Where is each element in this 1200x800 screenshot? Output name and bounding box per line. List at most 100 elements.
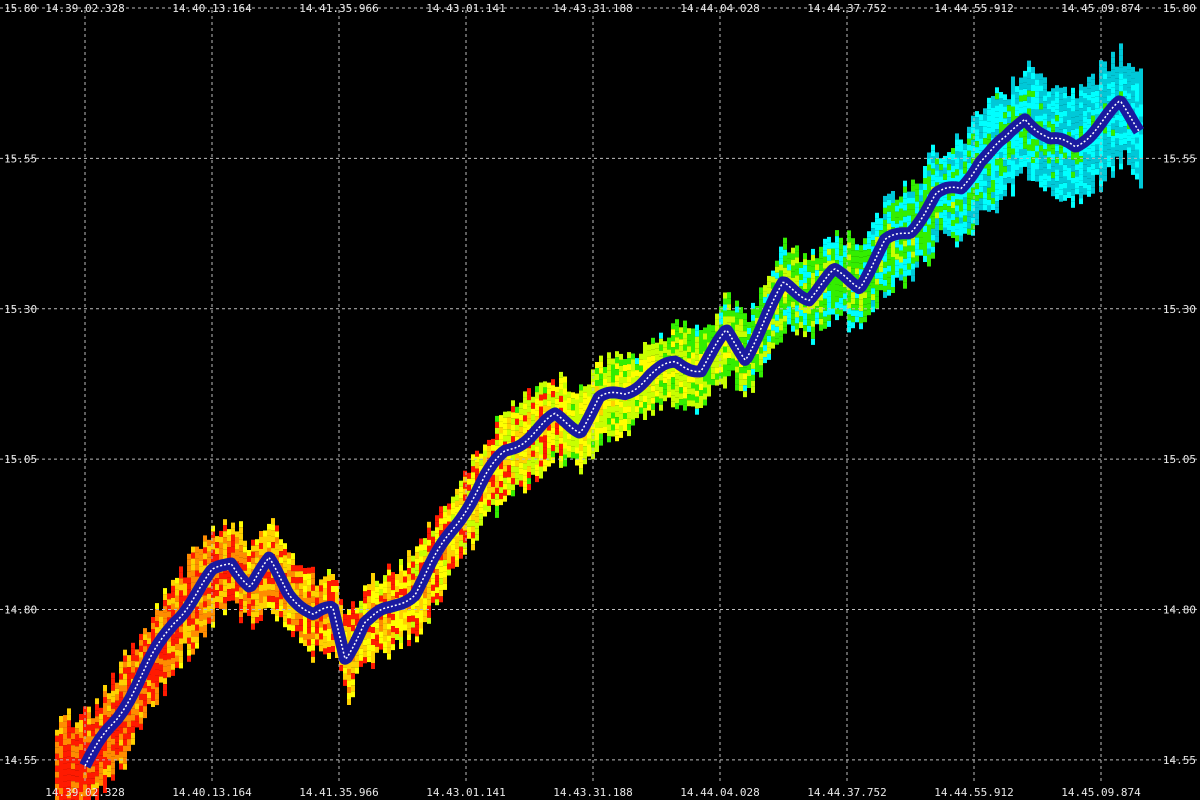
heatmap-cell xyxy=(655,348,659,355)
heatmap-cell xyxy=(343,673,347,680)
heatmap-cell xyxy=(695,342,699,349)
heatmap-cell xyxy=(923,226,927,232)
heatmap-cell xyxy=(1007,141,1011,148)
heatmap-cell xyxy=(99,713,103,720)
heatmap-cell xyxy=(407,556,411,563)
heatmap-cell xyxy=(687,352,691,359)
heatmap-cell xyxy=(919,183,923,190)
heatmap-cell xyxy=(515,424,519,431)
heatmap-cell xyxy=(979,120,983,127)
heatmap-cell xyxy=(551,451,555,458)
heatmap-cell xyxy=(75,734,79,741)
heatmap-cell xyxy=(463,548,467,555)
heatmap-cell xyxy=(719,312,723,319)
heatmap-cell xyxy=(819,264,823,271)
heatmap-cell xyxy=(1111,165,1115,172)
heatmap-cell xyxy=(1075,122,1079,129)
heatmap-cell xyxy=(619,359,623,366)
heatmap-cell xyxy=(503,429,507,436)
heatmap-cell xyxy=(883,255,887,262)
heatmap-cell xyxy=(847,236,851,243)
heatmap-cell xyxy=(683,392,687,399)
heatmap-cell xyxy=(939,212,943,219)
heatmap-cell xyxy=(923,184,927,190)
heatmap-cell xyxy=(319,585,323,592)
heatmap-cell xyxy=(355,613,359,620)
heatmap-cell xyxy=(847,266,851,273)
heatmap-cell xyxy=(779,264,783,271)
heatmap-cell xyxy=(111,672,115,679)
heatmap-cell xyxy=(751,356,755,363)
heatmap-cell xyxy=(451,544,455,551)
heatmap-cell xyxy=(643,396,647,402)
heatmap-cell xyxy=(643,366,647,372)
heatmap-cell xyxy=(631,401,635,408)
heatmap-cell xyxy=(763,345,767,352)
heatmap-cell xyxy=(187,559,191,566)
heatmap-cell xyxy=(539,412,543,419)
heatmap-cell xyxy=(935,212,939,219)
heatmap-cell xyxy=(391,620,395,627)
heatmap-cell xyxy=(55,759,59,766)
heatmap-cell xyxy=(247,574,251,580)
heatmap-cell xyxy=(827,308,831,315)
heatmap-cell xyxy=(191,624,195,631)
heatmap-cell xyxy=(1063,128,1067,135)
heatmap-cell xyxy=(1031,145,1035,151)
heatmap-cell xyxy=(219,548,223,555)
heatmap-cell xyxy=(643,402,647,408)
heatmap-cell xyxy=(443,571,447,578)
heatmap-cell xyxy=(395,634,399,640)
heatmap-cell xyxy=(623,401,627,407)
heatmap-cell xyxy=(175,631,179,638)
heatmap-cell xyxy=(759,359,763,366)
heatmap-cell xyxy=(127,739,131,746)
heatmap-cell xyxy=(943,167,947,174)
heatmap-cell xyxy=(519,426,523,433)
heatmap-cell xyxy=(571,404,575,411)
heatmap-cell xyxy=(1015,140,1019,147)
heatmap-cell xyxy=(471,472,475,479)
heatmap-cell xyxy=(1063,116,1067,123)
heatmap-cell xyxy=(1047,151,1051,158)
heatmap-cell xyxy=(1083,86,1087,93)
heatmap-cell xyxy=(531,450,535,457)
heatmap-cell xyxy=(71,793,75,800)
heatmap-cell xyxy=(823,250,827,257)
heatmap-cell xyxy=(671,341,675,348)
heatmap-cell xyxy=(755,312,759,318)
heatmap-cell xyxy=(859,293,863,300)
heatmap-cell xyxy=(211,609,215,616)
heatmap-cell xyxy=(407,586,411,593)
heatmap-cell xyxy=(579,444,583,451)
heatmap-cell xyxy=(255,557,259,564)
heatmap-cell xyxy=(811,314,815,321)
x-tick-label-top: 14.41.35.966 xyxy=(299,2,378,15)
heatmap-cell xyxy=(567,439,571,446)
heatmap-cell xyxy=(59,758,63,764)
heatmap-cell xyxy=(795,311,799,318)
heatmap-cell xyxy=(215,602,219,609)
heatmap-cell xyxy=(719,372,723,379)
heatmap-cell xyxy=(267,547,271,554)
heatmap-cell xyxy=(287,618,291,625)
heatmap-cell xyxy=(215,584,219,591)
heatmap-cell xyxy=(575,399,579,406)
heatmap-cell xyxy=(951,232,955,238)
heatmap-cell xyxy=(1007,177,1011,184)
heatmap-cell xyxy=(615,351,619,358)
heatmap-cell xyxy=(1035,91,1039,98)
heatmap-cell xyxy=(783,315,787,322)
heatmap-cell xyxy=(715,373,719,380)
heatmap-cell xyxy=(1111,159,1115,166)
heatmap-cell xyxy=(995,177,999,184)
heatmap-cell xyxy=(439,524,443,531)
heatmap-cell xyxy=(787,306,791,313)
heatmap-cell xyxy=(523,475,527,482)
heatmap-cell xyxy=(1091,139,1095,146)
x-tick-label-bottom: 14.44.37.752 xyxy=(807,786,886,799)
heatmap-cell xyxy=(539,472,543,479)
heatmap-cell xyxy=(495,445,499,452)
heatmap-cell xyxy=(131,660,135,667)
heatmap-cell xyxy=(1127,141,1131,148)
